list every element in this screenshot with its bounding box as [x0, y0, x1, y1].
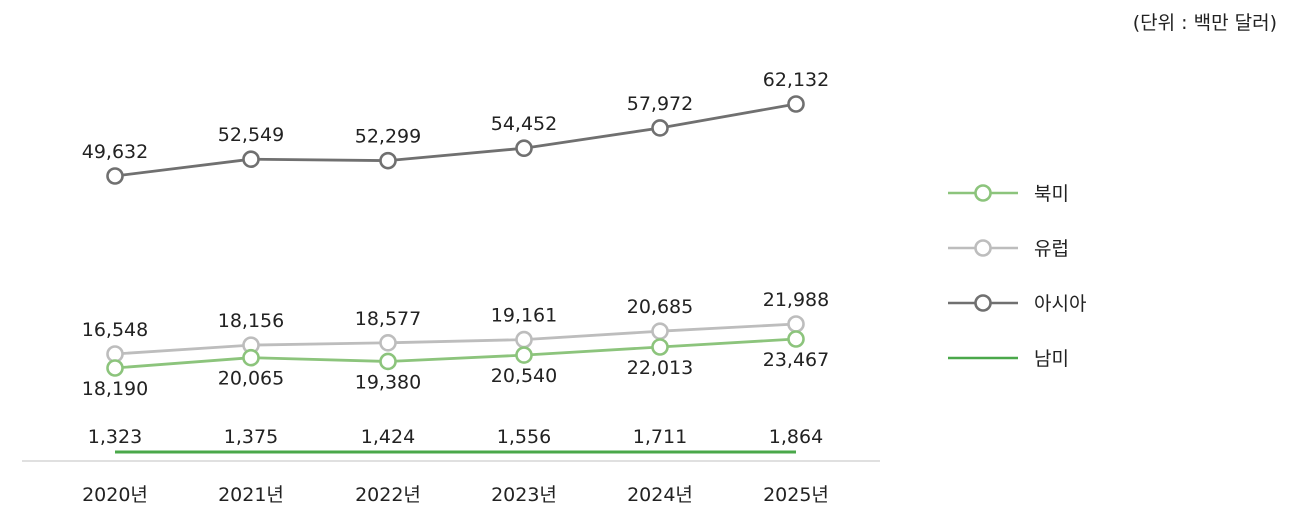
- unit-label: (단위 : 백만 달러): [1132, 12, 1277, 34]
- series-3-value-label-2: 1,424: [361, 426, 415, 448]
- value-label-layer: 1,323 1,375 1,424 1,556 1,711 1,864 16,548 18,1…: [82, 69, 829, 448]
- x-tick-layer: 2020년 2021년 2022년 2023년 2024년 2025년: [82, 484, 829, 506]
- series-2-point-3: [515, 139, 533, 158]
- series-2-value-label-4: 57,972: [627, 93, 693, 115]
- series-layer: [106, 95, 805, 454]
- legend-label-3: 남미: [1034, 348, 1069, 370]
- series-3-value-label-3: 1,556: [497, 426, 551, 448]
- legend-swatch-marker-2: [974, 294, 992, 312]
- legend-label-0: 북미: [1034, 183, 1069, 205]
- series-1-point-5: [787, 315, 805, 333]
- series-2-point-5: [787, 95, 805, 113]
- series-0-value-label-4: 22,013: [627, 357, 693, 379]
- series-3-value-label-1: 1,375: [224, 426, 278, 448]
- x-tick-label-2: 2022년: [355, 484, 421, 506]
- series-0-value-label-2: 19,380: [355, 371, 421, 393]
- series-2-point-4: [651, 119, 669, 137]
- series-2-value-label-3: 54,452: [491, 113, 557, 135]
- legend-label-1: 유럽: [1034, 238, 1069, 260]
- legend-swatch-marker-1: [974, 239, 992, 257]
- series-0-point-2: [379, 352, 397, 371]
- series-0-point-5: [787, 330, 805, 348]
- x-tick-label-0: 2020년: [82, 484, 148, 506]
- series-2-point-1: [242, 150, 260, 168]
- legend-label-2: 아시아: [1034, 293, 1086, 315]
- series-2-point-2: [379, 151, 397, 170]
- series-line-2: [114, 102, 797, 178]
- series-2-point-0: [106, 167, 124, 185]
- series-0-value-label-0: 18,190: [82, 378, 148, 400]
- series-0-point-3: [515, 346, 533, 364]
- series-1-value-label-3: 19,161: [491, 305, 557, 327]
- series-1-point-2: [379, 334, 397, 352]
- series-3-value-label-0: 1,323: [88, 426, 142, 448]
- series-2-value-label-0: 49,632: [82, 141, 148, 163]
- series-0-value-label-5: 23,467: [763, 349, 829, 371]
- x-tick-label-5: 2025년: [763, 484, 829, 506]
- series-1-value-label-2: 18,577: [355, 308, 421, 330]
- series-0-point-1: [242, 348, 260, 367]
- series-1-value-label-4: 20,685: [627, 296, 693, 318]
- series-3-value-label-4: 1,711: [633, 426, 687, 448]
- series-line-0: [114, 337, 797, 370]
- series-1-point-4: [651, 322, 669, 340]
- series-2-value-label-2: 52,299: [355, 126, 421, 148]
- series-1-value-label-5: 21,988: [763, 289, 829, 311]
- series-2-value-label-1: 52,549: [218, 124, 284, 146]
- series-2-value-label-5: 62,132: [763, 69, 829, 91]
- series-0-value-label-1: 20,065: [218, 368, 284, 390]
- x-tick-label-3: 2023년: [491, 484, 557, 506]
- x-tick-label-4: 2024년: [627, 484, 693, 506]
- series-3-value-label-5: 1,864: [769, 426, 823, 448]
- series-line-1: [114, 322, 797, 356]
- x-tick-label-1: 2021년: [218, 484, 284, 506]
- legend-swatch-marker-0: [974, 184, 992, 202]
- series-0-point-0: [106, 359, 124, 377]
- series-1-point-3: [515, 330, 533, 349]
- series-0-point-4: [651, 338, 669, 356]
- series-0-value-label-3: 20,540: [491, 365, 557, 387]
- series-1-value-label-1: 18,156: [218, 310, 284, 332]
- series-1-value-label-0: 16,548: [82, 319, 148, 341]
